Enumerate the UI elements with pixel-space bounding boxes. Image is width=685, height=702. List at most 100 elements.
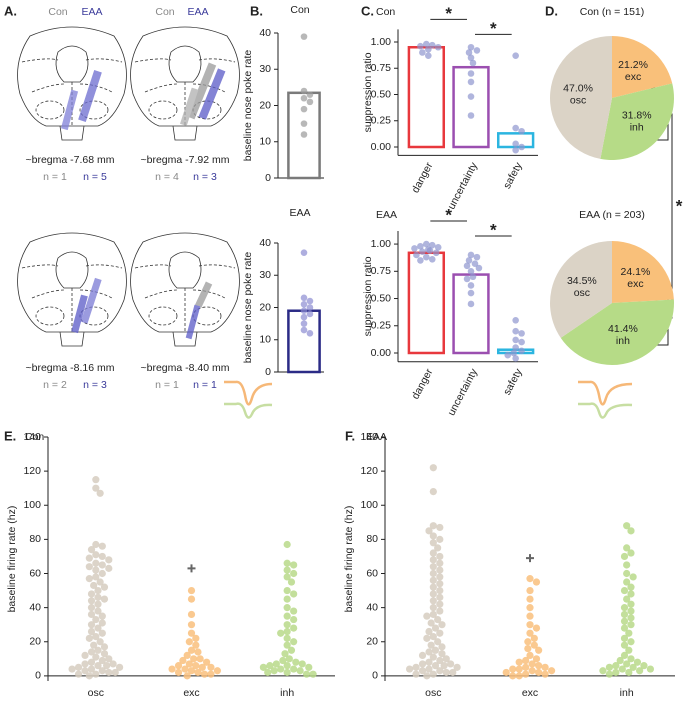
slice-value-label: 21.2% [618,59,648,71]
data-point [430,584,437,591]
y-tick-label: 1.00 [371,238,392,250]
data-point [623,561,630,568]
data-point [301,249,308,256]
data-point [290,665,297,672]
x-tick-label: osc [425,687,441,699]
data-point [194,669,201,676]
data-point [284,604,291,611]
data-point [518,144,525,151]
y-axis-label: baseline firing rate (hz) [6,506,18,613]
y-tick-label: 80 [29,533,41,545]
y-tick-label: 100 [360,499,378,511]
data-point [548,667,555,674]
data-point [301,95,308,102]
x-tick-label: uncertainty [445,366,480,418]
data-point [433,249,440,256]
data-point [436,536,443,543]
group-label: Con [155,6,174,18]
y-tick-label: 20 [29,636,41,648]
y-tick-label: 40 [29,601,41,613]
y-tick-label: 40 [259,237,271,249]
data-point [105,669,112,676]
data-point [309,671,316,678]
data-point [101,595,108,602]
data-point [436,573,443,580]
n-label: n = 2 [43,379,67,391]
data-point [522,657,529,664]
data-point [512,141,519,148]
data-point [188,587,195,594]
brain-section [18,27,127,140]
data-point [99,613,106,620]
group-label: Con [48,6,67,18]
data-point [438,643,445,650]
data-point [101,584,108,591]
data-point [503,669,510,676]
section-label: ~bregma -8.16 mm [26,362,115,374]
y-tick-label: 140 [360,431,378,443]
chart-title: Con [290,4,309,16]
significance-star: * [445,205,452,224]
data-point [307,311,314,318]
significance-star: * [490,19,497,38]
data-point [526,587,533,594]
data-point [621,618,628,625]
x-tick-label: safety [501,160,525,191]
data-point [470,273,477,280]
data-point [92,671,99,678]
y-tick-label: 120 [23,465,41,477]
data-point [430,604,437,611]
data-point [194,648,201,655]
data-point [301,88,308,95]
data-point [288,647,295,654]
slice-value-label: 24.1% [621,266,651,278]
data-point [436,587,443,594]
data-point [606,664,613,671]
data-point [406,665,413,672]
data-point [509,672,516,679]
data-point [94,587,101,594]
slice-category-label: inh [616,335,630,347]
data-point [606,671,613,678]
y-axis-label: suppression ratio [362,256,374,336]
section-label: ~bregma -7.68 mm [26,154,115,166]
data-point [526,621,533,628]
data-point [522,671,529,678]
data-point [307,304,314,311]
data-point [627,584,634,591]
data-point [438,621,445,628]
data-point [621,553,628,560]
panel-label: B. [250,3,263,18]
data-point [542,664,549,671]
data-point [277,665,284,672]
x-tick-label: uncertainty [445,160,480,212]
data-point [99,667,106,674]
data-point [627,638,634,645]
y-tick-label: 0.00 [371,347,392,359]
y-tick-label: 20 [366,636,378,648]
data-point [504,352,511,359]
data-point [518,330,525,337]
y-axis-label: suppression ratio [362,52,374,132]
data-point [468,282,475,289]
data-point [412,664,419,671]
data-point [288,578,295,585]
data-point [627,607,634,614]
data-point [188,611,195,618]
data-point [290,625,297,632]
data-point [99,630,106,637]
panel-label: C. [361,3,374,18]
data-point [621,611,628,618]
data-point [516,665,523,672]
data-point [411,245,418,252]
data-point [284,587,291,594]
n-label: n = 4 [155,171,179,183]
data-point [284,595,291,602]
data-point [518,128,525,135]
data-point [188,595,195,602]
data-point [301,320,308,327]
data-point [542,671,549,678]
data-point [99,543,106,550]
data-point [307,91,314,98]
data-point [417,43,424,50]
